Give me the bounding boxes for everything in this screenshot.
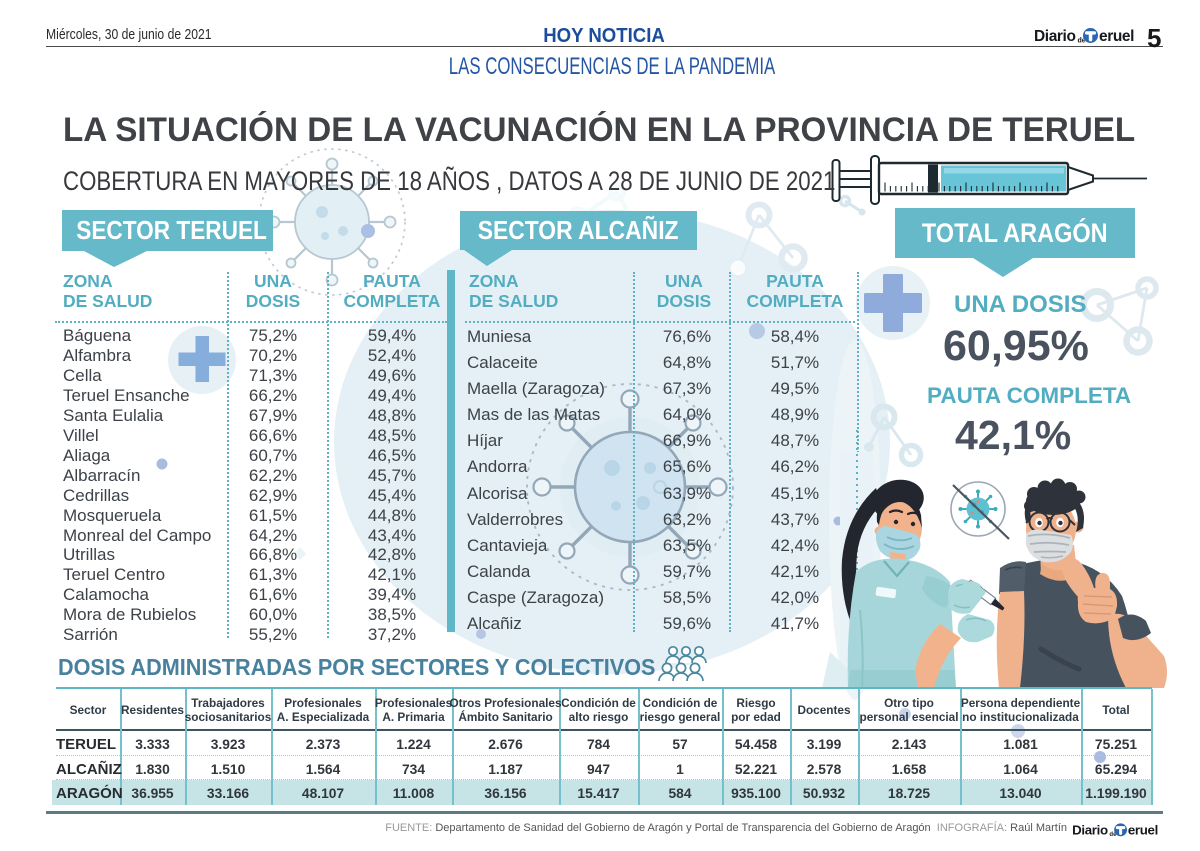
svg-text:Diario: Diario xyxy=(1072,823,1108,838)
svg-text:Diario: Diario xyxy=(1034,28,1076,45)
svg-text:de: de xyxy=(1078,38,1086,45)
svg-text:eruel: eruel xyxy=(1128,823,1158,838)
svg-text:eruel: eruel xyxy=(1099,28,1134,45)
svg-text:de: de xyxy=(1109,832,1117,838)
